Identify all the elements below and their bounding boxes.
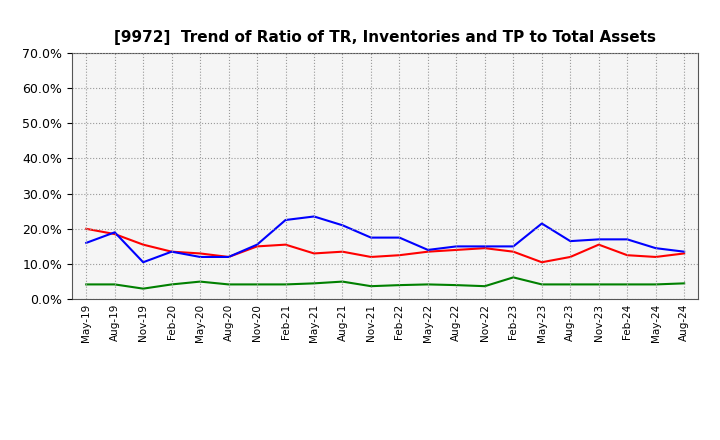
Inventories <box>623 237 631 242</box>
Trade Receivables <box>167 249 176 254</box>
Trade Receivables <box>196 251 204 256</box>
Inventories <box>196 254 204 260</box>
Inventories <box>652 246 660 251</box>
Inventories <box>110 230 119 235</box>
Trade Payables <box>423 282 432 287</box>
Inventories <box>366 235 375 240</box>
Trade Receivables <box>623 253 631 258</box>
Inventories <box>310 214 318 219</box>
Inventories <box>167 249 176 254</box>
Inventories <box>480 244 489 249</box>
Trade Payables <box>509 275 518 280</box>
Trade Receivables <box>480 246 489 251</box>
Trade Payables <box>196 279 204 284</box>
Inventories <box>509 244 518 249</box>
Inventories <box>225 254 233 260</box>
Trade Receivables <box>452 247 461 253</box>
Trade Receivables <box>366 254 375 260</box>
Inventories <box>537 221 546 226</box>
Trade Payables <box>310 281 318 286</box>
Trade Receivables <box>82 226 91 231</box>
Trade Receivables <box>423 249 432 254</box>
Trade Payables <box>680 281 688 286</box>
Inventories <box>395 235 404 240</box>
Trade Receivables <box>110 231 119 237</box>
Trade Payables <box>225 282 233 287</box>
Trade Payables <box>110 282 119 287</box>
Trade Payables <box>82 282 91 287</box>
Trade Receivables <box>566 254 575 260</box>
Inventories <box>423 247 432 253</box>
Trade Payables <box>652 282 660 287</box>
Line: Trade Payables: Trade Payables <box>86 277 684 289</box>
Trade Receivables <box>509 249 518 254</box>
Inventories <box>452 244 461 249</box>
Inventories <box>282 217 290 223</box>
Trade Payables <box>366 283 375 289</box>
Trade Receivables <box>395 253 404 258</box>
Trade Payables <box>167 282 176 287</box>
Trade Receivables <box>680 251 688 256</box>
Trade Receivables <box>282 242 290 247</box>
Inventories <box>595 237 603 242</box>
Inventories <box>82 240 91 246</box>
Trade Payables <box>338 279 347 284</box>
Line: Trade Receivables: Trade Receivables <box>86 229 684 262</box>
Trade Receivables <box>139 242 148 247</box>
Title: [9972]  Trend of Ratio of TR, Inventories and TP to Total Assets: [9972] Trend of Ratio of TR, Inventories… <box>114 29 656 45</box>
Inventories <box>253 242 261 247</box>
Trade Receivables <box>338 249 347 254</box>
Trade Payables <box>452 282 461 288</box>
Inventories <box>680 249 688 254</box>
Trade Receivables <box>253 244 261 249</box>
Trade Receivables <box>652 254 660 260</box>
Trade Receivables <box>225 254 233 260</box>
Trade Payables <box>395 282 404 288</box>
Trade Receivables <box>595 242 603 247</box>
Inventories <box>139 260 148 265</box>
Trade Payables <box>253 282 261 287</box>
Line: Inventories: Inventories <box>86 216 684 262</box>
Trade Payables <box>480 283 489 289</box>
Trade Payables <box>595 282 603 287</box>
Trade Payables <box>139 286 148 291</box>
Inventories <box>338 223 347 228</box>
Trade Payables <box>282 282 290 287</box>
Inventories <box>566 238 575 244</box>
Trade Payables <box>566 282 575 287</box>
Trade Payables <box>623 282 631 287</box>
Trade Receivables <box>310 251 318 256</box>
Trade Receivables <box>537 260 546 265</box>
Trade Payables <box>537 282 546 287</box>
